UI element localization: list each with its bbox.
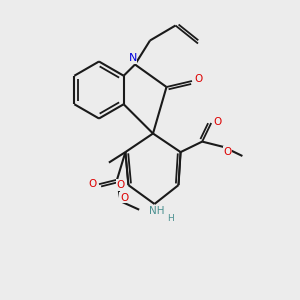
Text: NH: NH xyxy=(149,206,165,217)
Text: O: O xyxy=(120,193,128,203)
Text: O: O xyxy=(117,180,125,190)
Text: O: O xyxy=(194,74,203,85)
Text: O: O xyxy=(88,179,97,189)
Text: O: O xyxy=(223,146,232,157)
Text: O: O xyxy=(214,116,222,127)
Text: H: H xyxy=(168,214,174,223)
Text: N: N xyxy=(128,53,137,63)
